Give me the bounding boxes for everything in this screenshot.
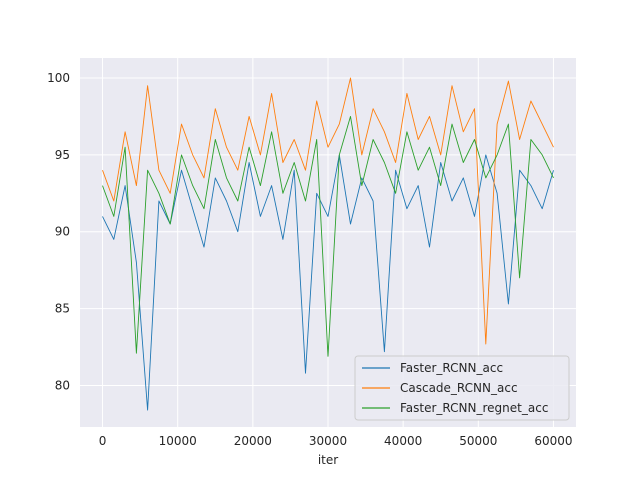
x-tick-label: 10000 [159,434,197,448]
legend: Faster_RCNN_acc Cascade_RCNN_acc Faster_RC… [354,355,570,421]
y-tick-label: 100 [47,71,70,85]
x-tick-labels: 0 10000 20000 30000 40000 50000 60000 [99,434,573,448]
x-axis-label: iter [318,453,338,467]
x-tick-label: 60000 [534,434,572,448]
series-lines [102,77,554,411]
y-tick-label: 80 [55,378,70,392]
gridlines [80,58,576,427]
legend-label-cascade-rcnn-acc: Cascade_RCNN_acc [400,381,518,395]
x-tick-label: 50000 [459,434,497,448]
series-line-cascade-rcnn-acc [102,77,554,345]
y-tick-labels: 80 85 90 95 100 [47,71,70,392]
series-line-faster-rcnn-regnet-acc [102,115,554,357]
x-tick-label: 40000 [384,434,422,448]
y-tick-label: 90 [55,225,70,239]
x-tick-label: 0 [99,434,107,448]
y-tick-label: 95 [55,148,70,162]
legend-box [354,355,570,421]
legend-label-faster-rcnn-regnet-acc: Faster_RCNN_regnet_acc [400,401,548,415]
y-tick-label: 85 [55,302,70,316]
x-tick-label: 20000 [234,434,272,448]
legend-label-faster-rcnn-acc: Faster_RCNN_acc [400,361,503,375]
x-tick-label: 30000 [309,434,347,448]
